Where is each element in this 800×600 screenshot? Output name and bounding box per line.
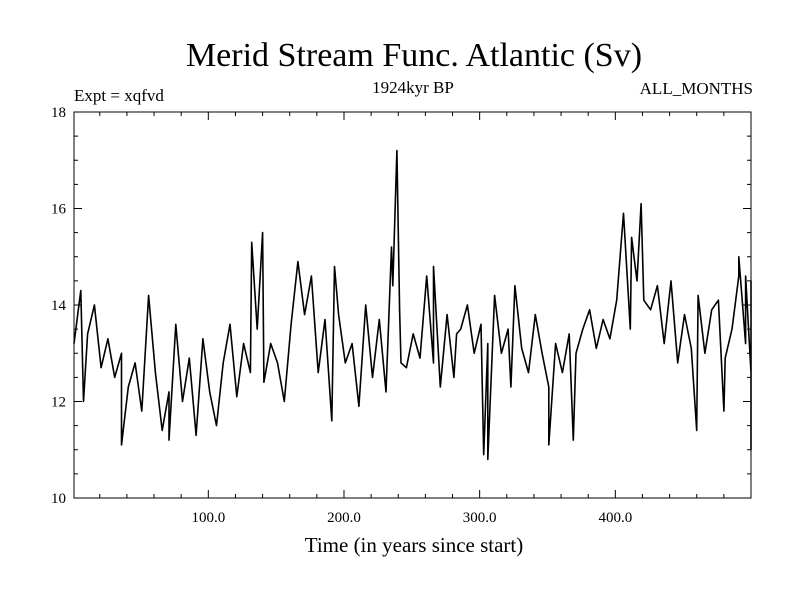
series-line <box>73 149 752 461</box>
chart-title: Merid Stream Func. Atlantic (Sv) <box>186 37 642 74</box>
x-tick-label: 300.0 <box>463 510 497 526</box>
y-tick-label: 14 <box>51 298 67 314</box>
series-layer <box>73 149 752 461</box>
period-label: 1924kyr BP <box>372 78 454 97</box>
y-tick-label: 18 <box>51 105 66 121</box>
x-axis-label: Time (in years since start) <box>305 533 524 557</box>
experiment-label: Expt = xqfvd <box>74 86 164 105</box>
axes: 10 12 14 16 18 100.0 200.0 300.0 400.0 <box>51 105 751 526</box>
y-tick-label: 16 <box>51 202 67 218</box>
y-tick-label: 12 <box>51 395 66 411</box>
x-tick-label: 200.0 <box>327 510 361 526</box>
y-tick-label: 10 <box>51 491 66 507</box>
months-label: ALL_MONTHS <box>640 79 753 98</box>
x-tick-label: 400.0 <box>598 510 632 526</box>
plot-frame <box>73 111 752 499</box>
x-tick-label: 100.0 <box>191 510 225 526</box>
